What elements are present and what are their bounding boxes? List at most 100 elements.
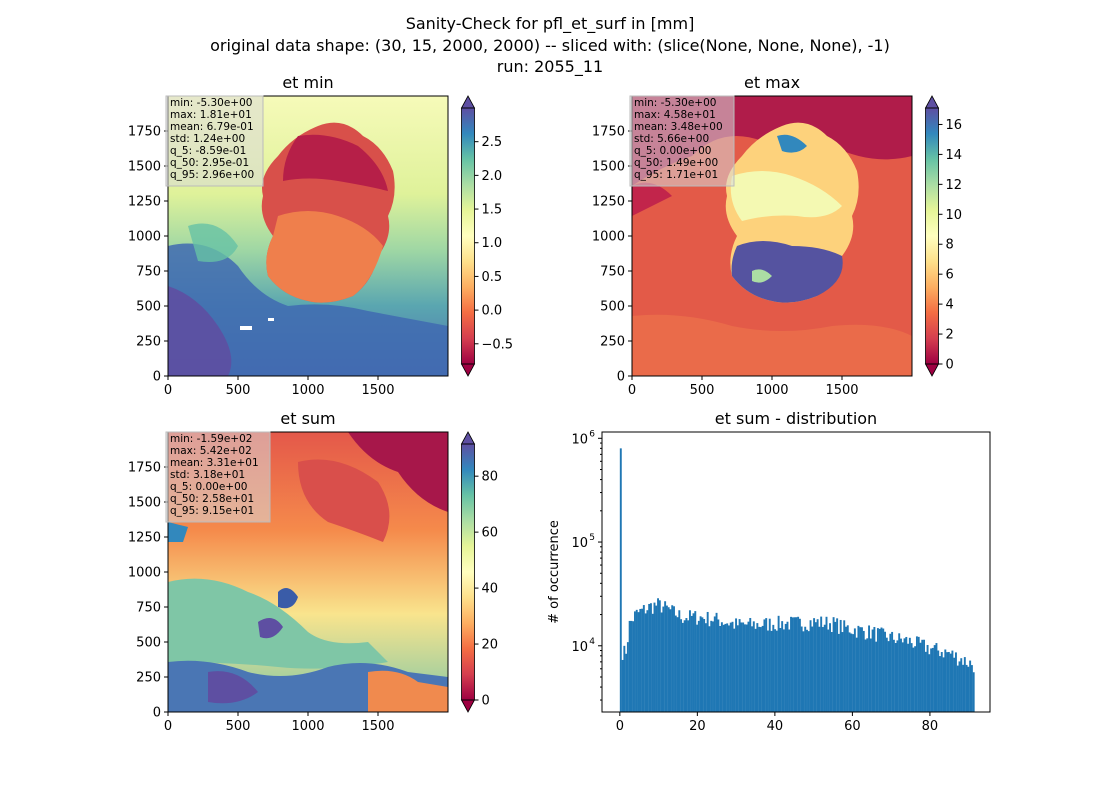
histogram-bar bbox=[972, 672, 975, 712]
x-tick-label: 0 bbox=[628, 383, 636, 398]
y-tick-label: 1250 bbox=[128, 531, 161, 546]
y-tick-label: 750 bbox=[136, 265, 161, 280]
histogram-bar bbox=[915, 636, 918, 712]
histogram-bar bbox=[635, 609, 638, 712]
histogram-bar bbox=[715, 612, 718, 712]
histogram-bar bbox=[818, 626, 821, 712]
colorbar-extend-max bbox=[460, 431, 476, 445]
histogram-bar bbox=[905, 636, 908, 712]
histogram-bar bbox=[898, 633, 901, 712]
stat-line: max: 1.81e+01 bbox=[170, 109, 252, 121]
histogram-bar bbox=[848, 632, 851, 712]
histogram-bar bbox=[630, 620, 633, 712]
histogram-bar bbox=[731, 621, 734, 712]
histogram-bar bbox=[782, 629, 785, 712]
histogram-bar bbox=[749, 617, 752, 712]
histogram-bar bbox=[846, 625, 849, 712]
x-tick-label: 500 bbox=[226, 383, 251, 398]
histogram-bar bbox=[651, 613, 654, 712]
colorbar: −0.5 0.0 0.5 1.0 1.5 2.0 2.5 bbox=[460, 95, 514, 377]
colorbar-gradient bbox=[461, 108, 475, 364]
histogram-bar bbox=[836, 618, 839, 712]
histogram-bar bbox=[914, 646, 917, 712]
histogram-bar bbox=[962, 664, 965, 712]
histogram-bar bbox=[745, 624, 748, 712]
histogram-bar bbox=[648, 603, 651, 712]
histogram-bar bbox=[720, 622, 723, 712]
histogram-bar bbox=[946, 652, 949, 712]
histogram-bar bbox=[775, 630, 778, 712]
histogram-bar bbox=[644, 613, 647, 712]
y-tick-label: 750 bbox=[136, 601, 161, 616]
histogram-bar bbox=[864, 639, 867, 712]
colorbar-tick-label: 80 bbox=[482, 470, 499, 485]
histogram-bar bbox=[923, 639, 925, 712]
histogram-bar bbox=[634, 611, 636, 712]
stats-box: min: -5.30e+00 max: 1.81e+01 mean: 6.79e… bbox=[165, 95, 264, 187]
histogram-bar bbox=[813, 618, 816, 712]
histogram-bar bbox=[761, 625, 764, 712]
histogram-bar bbox=[740, 622, 743, 712]
stat-line: min: -1.59e+02 bbox=[170, 433, 252, 445]
colorbar: 0 20 40 60 80 bbox=[460, 431, 499, 713]
histogram-bar bbox=[658, 600, 661, 712]
panel-title: et min bbox=[282, 73, 333, 92]
histogram-bar bbox=[664, 601, 667, 712]
x-tick-label: 500 bbox=[690, 383, 715, 398]
histogram-bar bbox=[924, 651, 927, 712]
histogram-bar bbox=[765, 618, 768, 712]
stats-box: min: -1.59e+02 max: 5.42e+02 mean: 3.31e… bbox=[165, 431, 271, 523]
plot-frame bbox=[601, 431, 991, 713]
histogram-bars bbox=[619, 448, 975, 712]
colorbar: 0 2 4 6 8 10 12 14 16 bbox=[924, 95, 963, 377]
y-tick-label: 0 bbox=[153, 370, 161, 385]
histogram-bar bbox=[671, 605, 674, 712]
colorbar-extend-min bbox=[460, 363, 476, 377]
histogram-bar bbox=[825, 616, 828, 712]
histogram-bar bbox=[786, 621, 789, 712]
histogram-bar bbox=[896, 640, 899, 712]
histogram-bar bbox=[742, 622, 745, 712]
histogram-bar bbox=[795, 617, 798, 712]
histogram-bar bbox=[751, 626, 753, 712]
histogram-bar bbox=[841, 632, 844, 712]
y-tick-label: 1250 bbox=[592, 195, 625, 210]
colorbar-tick-label: 20 bbox=[482, 638, 499, 653]
figure-title-line-2: original data shape: (30, 15, 2000, 2000… bbox=[210, 36, 890, 55]
colorbar-tick-label: 0 bbox=[482, 694, 490, 709]
histogram-bar bbox=[939, 656, 941, 712]
histogram-bar bbox=[653, 602, 656, 712]
histogram-bar bbox=[892, 639, 895, 712]
histogram-bar bbox=[683, 620, 686, 712]
histogram-bar bbox=[706, 611, 709, 712]
x-axis: 0 500 1000 1500 bbox=[164, 376, 395, 398]
histogram-bar bbox=[970, 665, 973, 712]
y-tick-label: 500 bbox=[136, 300, 161, 315]
x-tick-label: 0 bbox=[616, 719, 624, 734]
colorbar-tick-label: −0.5 bbox=[482, 337, 514, 352]
histogram-bar bbox=[690, 615, 693, 712]
histogram-bar bbox=[701, 617, 704, 712]
histogram-bar bbox=[885, 637, 888, 712]
histogram-bar bbox=[875, 641, 878, 712]
histogram-bar bbox=[623, 645, 626, 712]
x-axis: 0 500 1000 1500 bbox=[628, 376, 859, 398]
histogram-bar bbox=[830, 632, 833, 712]
y-tick-label: 1750 bbox=[128, 461, 161, 476]
colorbar-tick-label: 40 bbox=[482, 582, 499, 597]
panel-title: et sum bbox=[280, 409, 335, 428]
colorbar-tick-label: 14 bbox=[946, 148, 963, 163]
histogram-bar bbox=[845, 626, 847, 712]
stat-line: std: 3.18e+01 bbox=[170, 469, 245, 481]
y-tick-label: 500 bbox=[136, 636, 161, 651]
x-tick-label: 0 bbox=[164, 719, 172, 734]
colorbar-tick-label: 2 bbox=[946, 328, 954, 343]
histogram-bar bbox=[777, 615, 780, 712]
histogram-bar bbox=[621, 659, 624, 712]
stat-line: mean: 6.79e-01 bbox=[170, 121, 254, 133]
histogram-bar bbox=[889, 633, 892, 712]
histogram-bar bbox=[901, 642, 904, 712]
histogram-bar bbox=[820, 616, 823, 712]
stat-line: mean: 3.31e+01 bbox=[170, 457, 259, 469]
histogram-bar bbox=[724, 623, 727, 712]
